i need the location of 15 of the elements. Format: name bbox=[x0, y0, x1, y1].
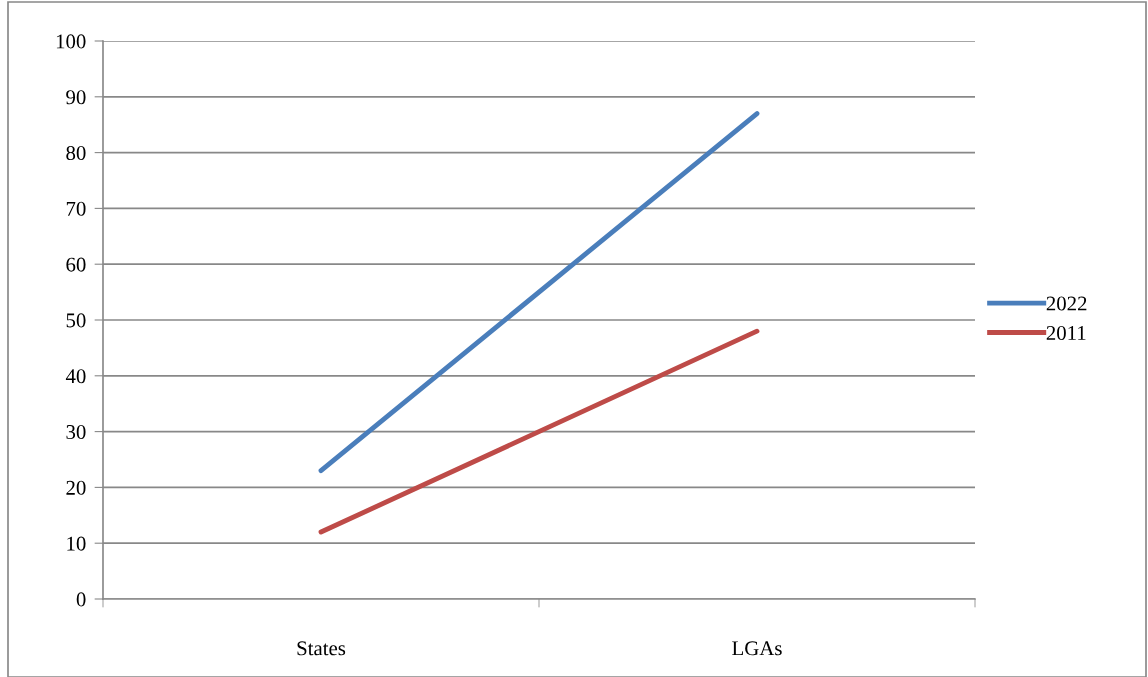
y-tick-label: 60 bbox=[66, 257, 86, 272]
y-tick-label: 10 bbox=[67, 536, 86, 551]
y-tick-label: 0 bbox=[76, 592, 86, 607]
y-tick-label: 80 bbox=[66, 145, 86, 161]
y-tick-label: 100 bbox=[56, 34, 86, 49]
y-tick-label: 20 bbox=[66, 480, 86, 495]
y-tick-label: 40 bbox=[65, 369, 86, 384]
legend-label: 2011 bbox=[1046, 325, 1086, 340]
x-tick-label: States bbox=[297, 641, 346, 656]
x-tick-label: LGAs bbox=[732, 641, 782, 656]
y-tick-label: 70 bbox=[66, 201, 86, 216]
legend-label: 2022 bbox=[1046, 296, 1087, 311]
y-tick-label: 50 bbox=[66, 313, 86, 328]
y-tick-label: 30 bbox=[66, 424, 86, 440]
y-tick-label: 90 bbox=[66, 90, 86, 105]
